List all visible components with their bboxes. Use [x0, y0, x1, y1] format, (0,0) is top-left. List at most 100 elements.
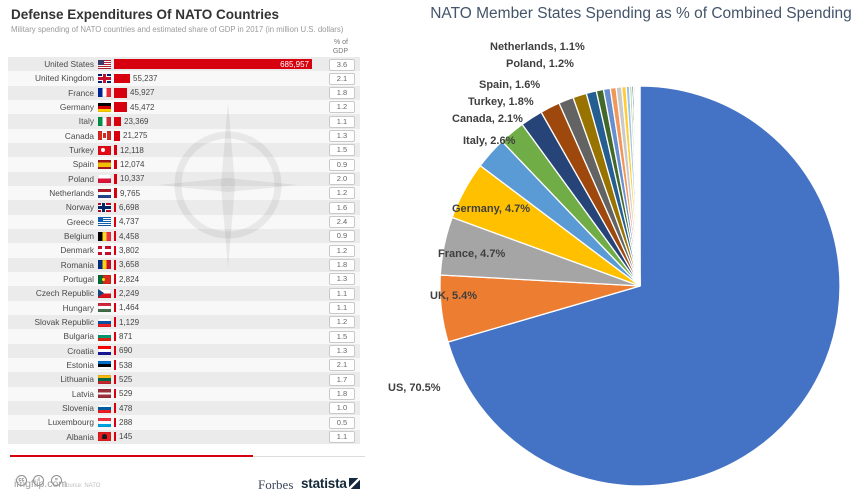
country-flag-icon — [98, 389, 111, 399]
country-label: Estonia — [66, 360, 94, 371]
spending-value: 4,458 — [119, 231, 140, 241]
table-row: Lithuania 525 1.7 — [8, 372, 360, 387]
pie-slice-latvia — [637, 85, 641, 287]
pie-slice-lithuania — [636, 85, 641, 287]
gdp-percent-badge: 1.0 — [329, 402, 355, 415]
pie-slice-luxembourg — [638, 85, 641, 287]
spending-bar — [114, 388, 116, 399]
table-row: Albania 145 1.1 — [8, 429, 360, 444]
spending-bar — [114, 345, 116, 356]
country-flag-icon — [98, 217, 111, 227]
country-label: Norway — [65, 202, 94, 213]
spending-value: 2,824 — [119, 274, 140, 284]
table-row: Netherlands 9,765 1.2 — [8, 185, 360, 201]
pie-label: Germany, 4.7% — [452, 203, 531, 215]
table-row: Bulgaria 871 1.5 — [8, 329, 360, 344]
pie-slice-norway — [585, 90, 641, 287]
table-row: Norway 6,698 1.6 — [8, 200, 360, 215]
table-row: Luxembourg 288 0.5 — [8, 415, 360, 430]
country-label: Croatia — [67, 345, 94, 356]
imgflip-watermark: imgflip.com — [14, 478, 68, 490]
gdp-percent-badge: 1.2 — [329, 187, 355, 200]
country-flag-icon — [98, 303, 111, 313]
pie-slice-turkey — [521, 111, 641, 287]
table-row: Italy 23,369 1.1 — [8, 114, 360, 129]
country-flag-icon — [98, 88, 111, 98]
spending-bar: 685,957 — [114, 59, 312, 69]
table-row: Germany 45,472 1.2 — [8, 99, 360, 115]
gdp-percent-badge: 2.1 — [329, 72, 355, 85]
table-row: United States 685,957 3.6 — [8, 57, 360, 72]
pie-slice-portugal — [620, 85, 641, 287]
country-flag-icon — [98, 260, 111, 270]
gdp-percent-badge: 1.1 — [329, 302, 355, 315]
gdp-percent-badge: 3.6 — [329, 58, 355, 71]
country-flag-icon — [98, 231, 111, 241]
pie-slice-estonia — [635, 85, 641, 287]
spending-value: 6,698 — [119, 202, 140, 212]
pie-chart-title: NATO Member States Spending as % of Comb… — [430, 5, 852, 22]
gdp-column-header: % of GDP — [332, 39, 348, 56]
country-label: Albania — [66, 431, 94, 442]
country-flag-icon — [98, 403, 111, 413]
pie-slice-slovak-republic — [631, 85, 641, 287]
chart-baseline-extension — [253, 456, 365, 457]
gdp-percent-badge: 0.5 — [329, 416, 355, 429]
gdp-percent-badge: 1.2 — [329, 101, 355, 114]
pie-label: France, 4.7% — [438, 248, 506, 260]
table-row: United Kingdom 55,237 2.1 — [8, 71, 360, 86]
spending-value: 4,737 — [119, 217, 140, 227]
country-flag-icon — [98, 102, 111, 112]
spending-bar — [114, 231, 116, 241]
table-row: Croatia 690 1.3 — [8, 343, 360, 358]
spending-value: 871 — [119, 331, 133, 341]
nato-watermark-icon — [158, 102, 298, 268]
spending-bar — [114, 131, 120, 141]
country-flag-icon — [98, 188, 111, 198]
gdp-percent-badge: 1.8 — [329, 388, 355, 401]
gdp-percent-badge: 1.3 — [329, 130, 355, 143]
spending-value: 145 — [119, 432, 133, 442]
country-label: Spain — [72, 159, 94, 170]
country-label: Poland — [68, 173, 94, 184]
country-flag-icon — [98, 288, 111, 298]
bar-chart-subtitle: Military spending of NATO countries and … — [11, 25, 344, 34]
country-flag-icon — [98, 174, 111, 184]
country-label: Hungary — [62, 302, 94, 313]
pie-slice-us — [447, 85, 841, 487]
spending-bar — [114, 431, 116, 442]
spending-value: 3,802 — [119, 245, 140, 255]
spending-value: 685,957 — [280, 59, 309, 69]
spending-bar — [114, 374, 116, 385]
pie-slice-greece — [595, 88, 641, 287]
spending-value: 288 — [119, 417, 133, 427]
country-flag-icon — [98, 432, 111, 442]
country-flag-icon — [98, 417, 111, 427]
country-flag-icon — [98, 59, 111, 69]
spending-value: 55,237 — [133, 73, 158, 83]
table-row: Romania 3,658 1.8 — [8, 257, 360, 272]
gdp-percent-badge: 2.4 — [329, 216, 355, 229]
country-label: Germany — [59, 102, 94, 113]
spending-bar — [114, 188, 117, 198]
pie-slice-germany — [451, 164, 641, 287]
country-label: United Kingdom — [34, 73, 94, 84]
country-label: Bulgaria — [63, 331, 94, 342]
table-row: Belgium 4,458 0.9 — [8, 228, 360, 244]
pie-label: Netherlands, 1.1% — [490, 41, 585, 53]
pie-slice-croatia — [634, 85, 641, 287]
pie-svg — [439, 85, 841, 487]
gdp-percent-badge: 1.6 — [329, 201, 355, 214]
spending-bar — [114, 217, 116, 227]
country-label: Slovak Republic — [34, 317, 95, 328]
pie-slice-netherlands — [572, 92, 641, 287]
spending-bar — [114, 102, 127, 112]
country-flag-icon — [98, 131, 111, 141]
pie-label: UK, 5.4% — [430, 290, 478, 302]
pie-slice-spain — [540, 102, 641, 287]
spending-bar — [114, 116, 121, 127]
